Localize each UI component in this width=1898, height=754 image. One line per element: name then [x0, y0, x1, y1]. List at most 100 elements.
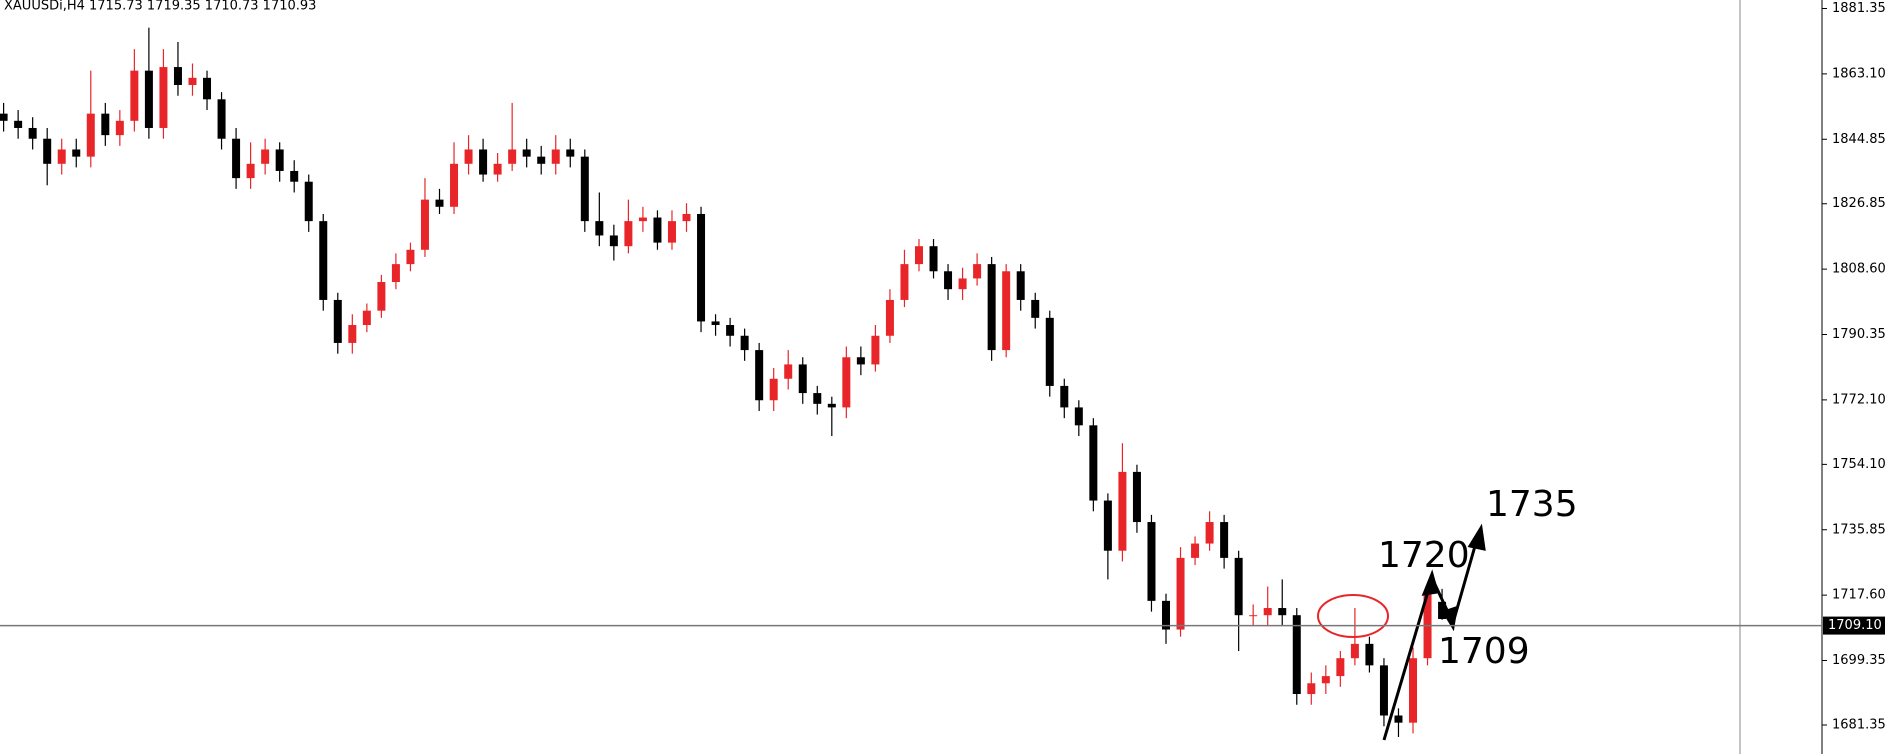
candle-body: [914, 246, 923, 265]
candle-body: [261, 149, 270, 164]
candle-body: [479, 149, 488, 175]
candle-body: [144, 70, 153, 128]
y-tick-label: 1826.85: [1832, 196, 1886, 211]
y-tick-label: 1772.10: [1832, 392, 1886, 407]
y-tick-label: 1844.85: [1832, 132, 1886, 147]
drawing: [1317, 523, 1486, 741]
candle-body: [1365, 643, 1374, 666]
candle-body: [609, 235, 618, 247]
y-tick-label: 1790.35: [1832, 327, 1886, 342]
candle-body: [1409, 658, 1418, 723]
candle-body: [377, 282, 386, 311]
candle-body: [217, 99, 226, 139]
candle-body: [0, 113, 8, 121]
candle-body: [290, 170, 299, 182]
y-tick-label: 1881.35: [1832, 1, 1886, 16]
candle-body: [1162, 600, 1170, 630]
candle-body: [333, 299, 342, 343]
candle-body: [1379, 665, 1388, 716]
y-tick-label: 1681.35: [1832, 718, 1886, 733]
candle-body: [130, 70, 139, 121]
chart-header: XAUUSDi,H4 1715.73 1719.35 1710.73 1710.…: [4, 0, 316, 14]
candle-body: [319, 221, 328, 300]
candle-body: [885, 299, 894, 336]
candle-body: [1307, 683, 1316, 695]
candle-body: [944, 271, 953, 290]
candle-body: [435, 199, 444, 207]
candle-body: [450, 163, 459, 207]
candle-body: [653, 217, 662, 243]
candle-body: [391, 264, 400, 283]
candle-body: [755, 350, 764, 401]
candle-body: [973, 264, 982, 279]
candle-body: [86, 113, 95, 157]
y-tick-label: 1735.85: [1832, 522, 1886, 537]
candle-body: [726, 325, 735, 336]
candle-body: [159, 67, 168, 128]
candle-body: [856, 357, 865, 365]
candle-body: [28, 127, 37, 139]
candle-body: [1205, 522, 1214, 544]
candle-body: [682, 213, 691, 222]
candle-body: [1191, 543, 1200, 558]
highlight-ellipse: [1317, 594, 1389, 638]
candle-body: [784, 364, 793, 379]
forecast-arrow: [1382, 531, 1481, 741]
candle-body: [406, 249, 415, 265]
candle-body: [1176, 557, 1185, 630]
candle-body: [667, 221, 676, 243]
candle-body: [929, 246, 938, 272]
annotation: 1720: [1378, 535, 1470, 576]
y-tick-label: 1808.60: [1832, 262, 1886, 277]
candle-body: [14, 120, 23, 128]
candle-body: [173, 67, 182, 85]
candle-body: [551, 149, 560, 164]
annotation: 1709: [1438, 631, 1530, 672]
candle-body: [1016, 271, 1025, 300]
candle-body: [813, 393, 822, 404]
candle-body: [1060, 385, 1069, 408]
candle-body: [1074, 407, 1083, 426]
candle-body: [537, 156, 546, 164]
candle-body: [595, 221, 604, 236]
y-tick-label: 1717.60: [1832, 588, 1886, 603]
candle-body: [1118, 471, 1127, 551]
candle-body: [493, 163, 502, 175]
arrow-head: [1441, 605, 1458, 632]
candle-body: [464, 149, 473, 164]
candle-body: [232, 138, 241, 179]
candle-body: [1132, 471, 1141, 523]
candle-body: [987, 264, 996, 351]
annotation: 1735: [1486, 484, 1578, 525]
candle-body: [1234, 557, 1243, 616]
candle-body: [798, 364, 807, 394]
candle-body: [1002, 271, 1011, 351]
candle-body: [115, 120, 124, 136]
y-tick-label: 1699.35: [1832, 653, 1886, 668]
candle-body: [1031, 299, 1040, 318]
candle-body: [304, 181, 313, 222]
candle-body: [1220, 522, 1229, 558]
candle-body: [580, 156, 589, 222]
candle-body: [697, 213, 706, 322]
candle-body: [522, 149, 531, 157]
arrow-head: [1421, 569, 1439, 596]
candle-body: [72, 149, 81, 157]
candle-body: [101, 113, 110, 136]
candles: [0, 27, 1447, 738]
candle-body: [1045, 317, 1054, 386]
candle-body: [769, 378, 778, 401]
y-tick-label: 1863.10: [1832, 66, 1886, 81]
candle-body: [1103, 500, 1112, 551]
candle-body: [1438, 601, 1447, 620]
candle-body: [1394, 715, 1403, 723]
candle-body: [1249, 615, 1258, 617]
candle-body: [43, 138, 52, 164]
candle-body: [57, 149, 66, 164]
candle-body: [188, 77, 197, 85]
candle-body: [566, 149, 575, 157]
candle-body: [1336, 658, 1345, 677]
candle-body: [1263, 608, 1272, 616]
candle-body: [348, 325, 357, 343]
candle-body: [1292, 615, 1301, 695]
